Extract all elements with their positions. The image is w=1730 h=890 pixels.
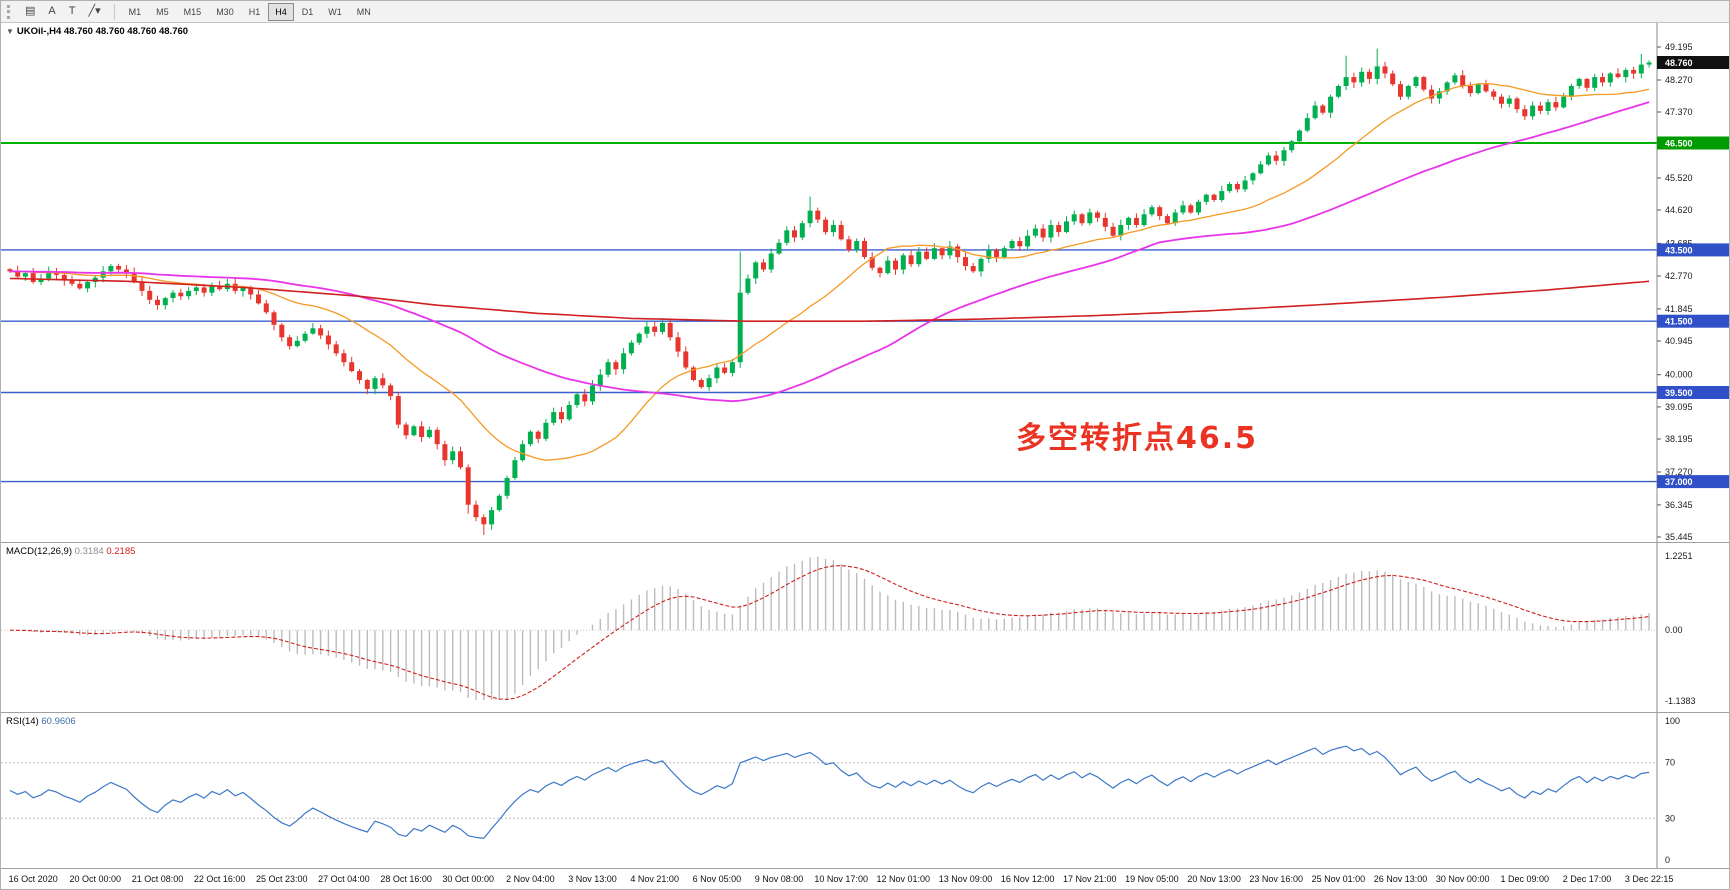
- svg-text:48.760: 48.760: [1665, 58, 1693, 68]
- time-axis-label: 12 Nov 01:00: [876, 874, 931, 884]
- time-axis-label: 22 Oct 16:00: [193, 874, 246, 884]
- toolbar: ▤ A T ╱▾ M1 M5 M15 M30 H1 H4 D1 W1 MN: [1, 1, 1729, 23]
- annotation-text: 多空转折点46.5: [1016, 421, 1259, 456]
- time-axis-label: 27 Oct 04:00: [318, 874, 370, 884]
- timeframe-button-m15[interactable]: M15: [183, 6, 202, 17]
- timeframe-button-h1[interactable]: H1: [248, 6, 261, 17]
- time-axis-label: 26 Nov 13:00: [1373, 874, 1428, 884]
- timeframe-button-m1[interactable]: M1: [128, 6, 142, 17]
- rsi-value: 60.9606: [41, 716, 76, 727]
- timeframe-button-mn[interactable]: MN: [356, 6, 371, 17]
- time-axis-label: 13 Nov 09:00: [938, 874, 993, 884]
- time-axis-label: 9 Nov 08:00: [754, 874, 804, 884]
- time-axis-label: 30 Oct 00:00: [442, 874, 494, 884]
- time-axis-label: 16 Oct 2020: [8, 874, 58, 884]
- svg-text:45.520: 45.520: [1665, 173, 1693, 183]
- time-axis-label: 3 Nov 13:00: [568, 874, 617, 884]
- toolbar-separator: [113, 3, 115, 20]
- macd-label: MACD(12,26,9) 0.3184 0.2185: [6, 546, 135, 557]
- chart-title: ▼ UKOil-,H4 48.760 48.760 48.760 48.760: [6, 26, 188, 37]
- price-chart-canvas[interactable]: 49.19548.27047.37045.52044.62043.68542.7…: [1, 23, 1730, 542]
- svg-text:47.370: 47.370: [1665, 107, 1693, 117]
- time-axis-label: 23 Nov 16:00: [1249, 874, 1303, 884]
- rsi-label: RSI(14) 60.9606: [6, 716, 76, 727]
- svg-text:37.000: 37.000: [1665, 477, 1693, 487]
- time-axis-label: 3 Dec 22:15: [1624, 874, 1674, 884]
- svg-text:70: 70: [1665, 758, 1675, 768]
- time-axis-label: 30 Nov 00:00: [1435, 874, 1490, 884]
- pointer-tool-icon[interactable]: A: [48, 5, 56, 17]
- svg-text:46.500: 46.500: [1665, 139, 1693, 149]
- macd-value-signal: 0.2185: [106, 546, 136, 557]
- macd-panel: 1.2251 0.00 -1.1383 MACD(12,26,9) 0.3184 0…: [1, 543, 1729, 713]
- symbol-ohlc-label: UKOil-,H4 48.760 48.760 48.760 48.760: [16, 26, 189, 37]
- svg-text:38.195: 38.195: [1665, 434, 1693, 444]
- svg-text:40.000: 40.000: [1665, 370, 1693, 380]
- svg-text:49.195: 49.195: [1665, 42, 1693, 52]
- svg-text:100: 100: [1665, 716, 1680, 726]
- svg-text:36.345: 36.345: [1665, 500, 1693, 510]
- svg-text:41.845: 41.845: [1665, 304, 1693, 314]
- toolbar-left-icons: ▤ A T ╱▾: [19, 2, 107, 21]
- time-axis-label: 20 Nov 13:00: [1187, 874, 1241, 884]
- timeframe-button-d1[interactable]: D1: [301, 6, 314, 17]
- rsi-canvas[interactable]: 100 70 30 0: [1, 713, 1730, 868]
- time-axis-label: 19 Nov 05:00: [1125, 874, 1179, 884]
- svg-text:40.945: 40.945: [1665, 336, 1693, 346]
- time-axis-label: 16 Nov 12:00: [1000, 874, 1055, 884]
- svg-text:48.270: 48.270: [1665, 75, 1693, 85]
- timeframe-button-m5[interactable]: M5: [156, 6, 169, 17]
- svg-text:-1.1383: -1.1383: [1665, 696, 1696, 706]
- time-axis-label: 20 Oct 00:00: [69, 874, 122, 884]
- time-axis-label: 2 Dec 17:00: [1562, 874, 1612, 884]
- macd-name: MACD(12,26,9): [6, 546, 72, 557]
- svg-text:44.620: 44.620: [1665, 205, 1693, 215]
- time-axis-label: 25 Nov 01:00: [1311, 874, 1366, 884]
- price-chart-panel: 49.19548.27047.37045.52044.62043.68542.7…: [1, 23, 1729, 543]
- time-axis-label: 4 Nov 21:00: [630, 874, 679, 884]
- collapse-icon[interactable]: ▼: [6, 27, 14, 36]
- rsi-name: RSI(14): [6, 716, 39, 727]
- svg-text:37.270: 37.270: [1665, 467, 1693, 477]
- svg-text:30: 30: [1665, 813, 1675, 823]
- timeframe-group: M1 M5 M15 M30 H1 H4 D1 W1 MN: [122, 2, 378, 21]
- macd-value-main: 0.3184: [74, 546, 104, 557]
- svg-text:1.2251: 1.2251: [1665, 551, 1693, 561]
- time-axis-label: 17 Nov 21:00: [1063, 874, 1117, 884]
- line-studies-icon[interactable]: ╱▾: [88, 5, 101, 17]
- time-axis[interactable]: 16 Oct 2020 20 Oct 00:00 21 Oct 08:00 22 Oc…: [1, 869, 1729, 889]
- time-axis-label: 1 Dec 09:00: [1500, 874, 1550, 884]
- svg-text:0: 0: [1665, 855, 1670, 865]
- svg-text:0.00: 0.00: [1665, 625, 1683, 635]
- time-axis-label: 28 Oct 16:00: [380, 874, 432, 884]
- macd-canvas[interactable]: 1.2251 0.00 -1.1383: [1, 543, 1730, 712]
- svg-text:43.500: 43.500: [1665, 245, 1693, 255]
- svg-text:39.095: 39.095: [1665, 402, 1693, 412]
- timeframe-button-h4[interactable]: H4: [268, 2, 294, 21]
- toolbar-grip[interactable]: [7, 4, 13, 19]
- svg-text:35.445: 35.445: [1665, 532, 1693, 542]
- time-axis-label: 2 Nov 04:00: [506, 874, 555, 884]
- text-tool-icon[interactable]: T: [68, 5, 76, 17]
- timeframe-button-w1[interactable]: W1: [328, 6, 342, 17]
- time-axis-label: 21 Oct 08:00: [131, 874, 184, 884]
- charts-menu-icon[interactable]: ▤: [25, 5, 36, 17]
- time-axis-label: 25 Oct 23:00: [256, 874, 308, 884]
- svg-text:41.500: 41.500: [1665, 317, 1693, 327]
- timeframe-button-m30[interactable]: M30: [216, 6, 234, 17]
- time-axis-label: 10 Nov 17:00: [814, 874, 868, 884]
- time-axis-label: 6 Nov 05:00: [692, 874, 742, 884]
- svg-text:42.770: 42.770: [1665, 271, 1693, 281]
- rsi-panel: 100 70 30 0 RSI(14) 60.9606: [1, 713, 1729, 869]
- svg-text:39.500: 39.500: [1665, 388, 1693, 398]
